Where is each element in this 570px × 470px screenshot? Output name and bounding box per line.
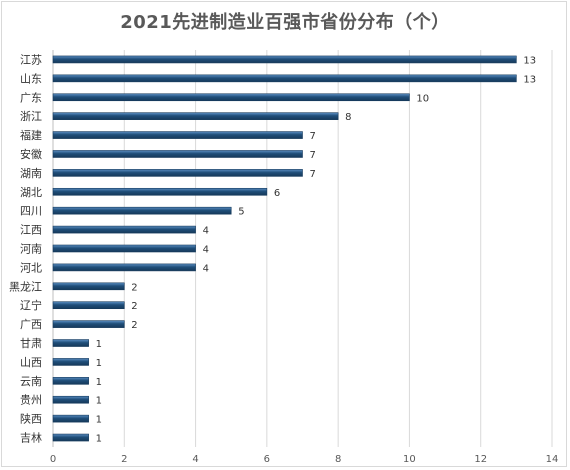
category-label: 吉林 [20,431,42,445]
data-label: 5 [238,207,244,218]
category-label: 江西 [20,224,42,237]
bar-河南 [52,244,196,253]
data-label: 8 [345,112,351,123]
category-label: 黑龙江 [9,280,42,293]
bar-甘肃 [52,339,89,347]
data-label: 7 [310,169,316,180]
category-label: 陕西 [20,412,42,426]
category-label: 湖南 [20,167,42,180]
category-label: 湖北 [20,186,42,199]
bar-吉林 [52,433,89,442]
bar-江苏 [52,55,517,64]
bar-贵州 [52,395,89,404]
bar-山西 [52,358,89,366]
bar-黑龙江 [52,282,125,291]
data-label: 2 [131,301,137,312]
x-tick-label: 4 [192,454,198,465]
data-label: 6 [274,188,280,199]
bar-云南 [52,377,89,385]
bar-河北 [52,263,196,272]
category-label: 辽宁 [20,298,42,312]
bar-安徽 [52,150,303,158]
data-label: 13 [523,74,536,85]
x-tick-label: 8 [335,454,341,465]
category-label: 甘肃 [20,337,42,350]
category-label: 河北 [20,261,42,274]
category-label: 广东 [20,91,42,104]
x-tick-label: 14 [546,454,559,465]
bar-山东 [52,74,517,83]
x-tick-label: 6 [264,454,270,465]
data-label: 2 [131,282,137,293]
bar-浙江 [52,112,339,120]
bar-四川 [52,206,232,215]
category-label: 江苏 [20,53,42,66]
bar-湖北 [52,187,268,196]
bar-湖南 [52,169,303,177]
data-label: 4 [203,263,209,274]
chart-title: 2021先进制造业百强市省份分布（个） [120,12,450,33]
category-label: 浙江 [20,110,42,123]
bar-广东 [52,93,410,102]
category-label: 广西 [20,318,42,331]
data-label: 1 [96,396,102,407]
x-tick-label: 2 [121,454,127,465]
category-label: 四川 [20,205,42,218]
x-tick-label: 12 [474,454,487,465]
data-label: 4 [203,245,209,256]
x-tick-label: 0 [50,454,56,465]
data-label: 2 [131,320,137,331]
category-label: 河南 [20,243,42,256]
bar-福建 [52,131,303,139]
data-label: 4 [203,226,209,237]
data-label: 1 [96,377,102,388]
bar-辽宁 [52,301,125,310]
x-tick-label: 10 [403,454,416,465]
category-label: 福建 [20,128,42,142]
bar-江西 [52,225,196,234]
bar-陕西 [52,414,89,423]
data-label: 1 [96,339,102,350]
data-label: 1 [96,415,102,426]
bar-广西 [52,320,125,328]
data-label: 1 [96,358,102,369]
data-label: 13 [523,55,536,66]
category-label: 安徽 [20,147,42,161]
data-label: 7 [310,131,316,142]
data-label: 1 [96,434,102,445]
data-label: 10 [416,93,429,104]
category-label: 贵州 [20,394,42,407]
category-label: 山西 [20,356,42,369]
category-label: 云南 [20,375,42,388]
category-label: 山东 [20,72,42,85]
data-label: 7 [310,150,316,161]
